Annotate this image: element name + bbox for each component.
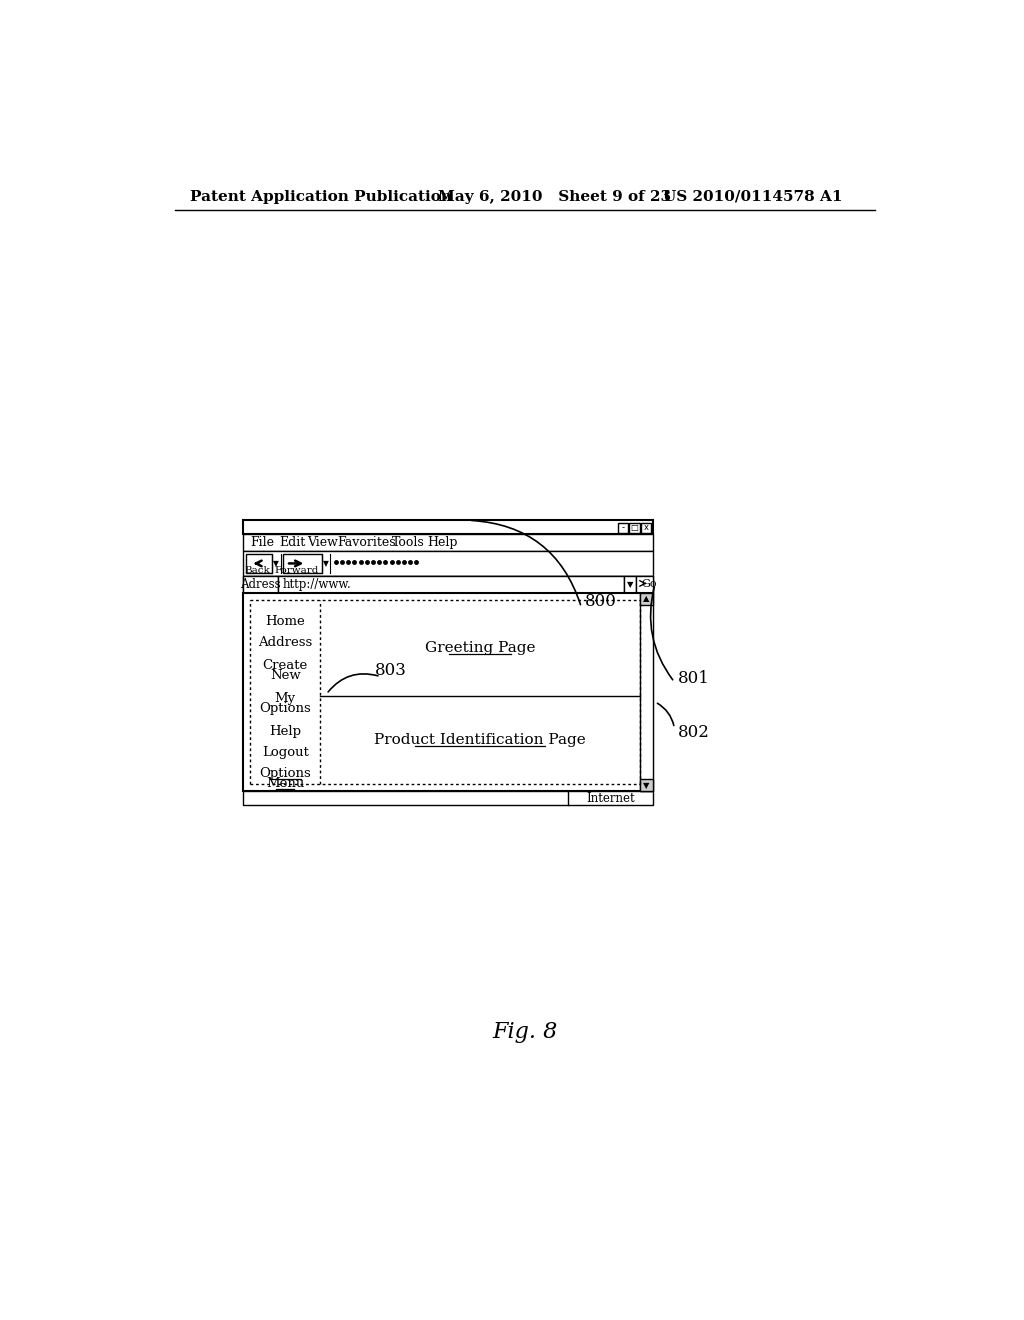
Text: Adress: Adress [241,578,281,591]
Text: ▲: ▲ [643,594,649,603]
Bar [624,576,636,593]
Text: 801: 801 [678,669,710,686]
Text: Options: Options [259,767,311,780]
Bar [243,576,279,593]
Text: Fig. 8: Fig. 8 [493,1022,557,1043]
Bar [640,593,653,792]
Bar [640,779,653,792]
Bar [243,576,653,593]
Text: Menu: Menu [266,777,304,791]
Text: Options: Options [259,702,311,715]
Bar [243,520,653,535]
Text: ▼: ▼ [643,780,649,789]
Text: Create: Create [263,659,308,672]
Text: 800: 800 [586,593,617,610]
Text: 802: 802 [678,723,710,741]
Text: Logout: Logout [262,746,309,759]
Text: View: View [307,536,338,549]
Bar [243,593,653,792]
Bar [641,523,651,533]
Text: May 6, 2010   Sheet 9 of 23: May 6, 2010 Sheet 9 of 23 [438,190,671,203]
Text: Favorites: Favorites [337,536,396,549]
Text: 803: 803 [375,661,407,678]
Text: Greeting Page: Greeting Page [425,642,536,655]
Text: x: x [644,523,648,532]
Text: Product Identification Page: Product Identification Page [374,733,586,747]
Bar [246,554,272,573]
Bar [243,535,653,552]
Text: ▼: ▼ [627,579,634,589]
Text: -: - [622,523,625,532]
Text: Forward: Forward [274,566,318,574]
Text: Tools: Tools [391,536,424,549]
Bar [636,576,653,593]
Bar [640,593,653,605]
Text: Help: Help [427,536,458,549]
Text: US 2010/0114578 A1: US 2010/0114578 A1 [663,190,843,203]
Bar [617,523,628,533]
Text: ▼: ▼ [273,558,279,568]
Text: Internet: Internet [587,792,635,805]
Bar [243,552,653,576]
Bar [243,792,653,805]
Text: Back: Back [245,566,270,574]
Text: Patent Application Publication: Patent Application Publication [190,190,452,203]
Bar [279,576,624,593]
Text: Home: Home [265,615,305,628]
Text: http://www.: http://www. [283,578,351,591]
Text: Address: Address [258,636,312,649]
Bar [630,523,640,533]
Bar [283,554,322,573]
Text: My: My [274,693,296,705]
Text: File: File [251,536,274,549]
Text: ▼: ▼ [323,558,329,568]
Text: □: □ [631,523,638,532]
Text: Edit: Edit [280,536,305,549]
Text: Go: Go [641,579,656,589]
Text: Help: Help [269,725,301,738]
Text: New: New [270,669,301,682]
